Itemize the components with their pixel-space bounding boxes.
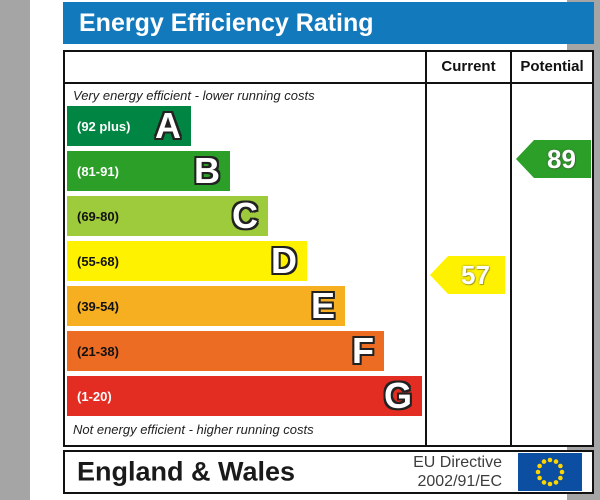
column-divider-potential <box>510 52 512 445</box>
band-row-e: (39-54) E <box>67 286 425 326</box>
column-header-potential: Potential <box>520 58 584 75</box>
footer: England & Wales EU Directive 2002/91/EC <box>63 450 594 494</box>
band-range-label: (21-38) <box>77 343 119 359</box>
band-bar-f: (21-38) F <box>67 331 384 371</box>
band-row-f: (21-38) F <box>67 331 425 371</box>
page-title-text: Energy Efficiency Rating <box>79 9 374 37</box>
band-bar-b: (81-91) B <box>67 151 230 191</box>
band-bar-c: (69-80) C <box>67 196 268 236</box>
band-letter: A <box>155 105 181 146</box>
band-row-c: (69-80) C <box>67 196 425 236</box>
potential-rating-arrow: 89 <box>516 140 591 178</box>
eu-directive-line1: EU Directive <box>413 453 502 471</box>
top-note: Very energy efficient - lower running co… <box>73 88 315 103</box>
band-letter: C <box>232 195 258 236</box>
current-rating-value: 57 <box>461 259 490 290</box>
band-range-label: (1-20) <box>77 388 112 404</box>
rating-bands: (92 plus) A (81-91) B (69-80) C <box>67 106 425 421</box>
page-title: Energy Efficiency Rating <box>63 2 594 44</box>
eu-directive-label: EU Directive 2002/91/EC <box>413 453 502 491</box>
band-range-label: (81-91) <box>77 163 119 179</box>
band-letter: D <box>271 240 297 281</box>
region-label: England & Wales <box>77 456 296 487</box>
current-rating-arrow: 57 <box>430 256 505 294</box>
band-letter: G <box>383 375 412 416</box>
certificate-panel: Energy Efficiency Rating Current Potenti… <box>30 0 594 500</box>
eu-flag-icon <box>518 453 582 491</box>
band-row-b: (81-91) B <box>67 151 425 191</box>
band-range-label: (92 plus) <box>77 118 131 134</box>
column-divider-current <box>425 52 427 445</box>
band-row-d: (55-68) D <box>67 241 425 281</box>
potential-rating-value: 89 <box>547 143 576 174</box>
bottom-note: Not energy efficient - higher running co… <box>73 422 314 437</box>
band-bar-d: (55-68) D <box>67 241 307 281</box>
band-range-label: (69-80) <box>77 208 119 224</box>
column-header-current: Current <box>441 58 496 75</box>
band-row-a: (92 plus) A <box>67 106 425 146</box>
band-row-g: (1-20) G <box>67 376 425 416</box>
band-letter: B <box>194 150 220 191</box>
header-divider <box>65 82 592 84</box>
band-range-label: (55-68) <box>77 253 119 269</box>
band-bar-g: (1-20) G <box>67 376 422 416</box>
band-letter: F <box>352 330 374 371</box>
rating-table: Current Potential Very energy efficient … <box>63 50 594 447</box>
band-bar-a: (92 plus) A <box>67 106 191 146</box>
band-bar-e: (39-54) E <box>67 286 345 326</box>
eu-directive-line2: 2002/91/EC <box>417 473 502 490</box>
band-range-label: (39-54) <box>77 298 119 314</box>
band-letter: E <box>310 285 335 326</box>
